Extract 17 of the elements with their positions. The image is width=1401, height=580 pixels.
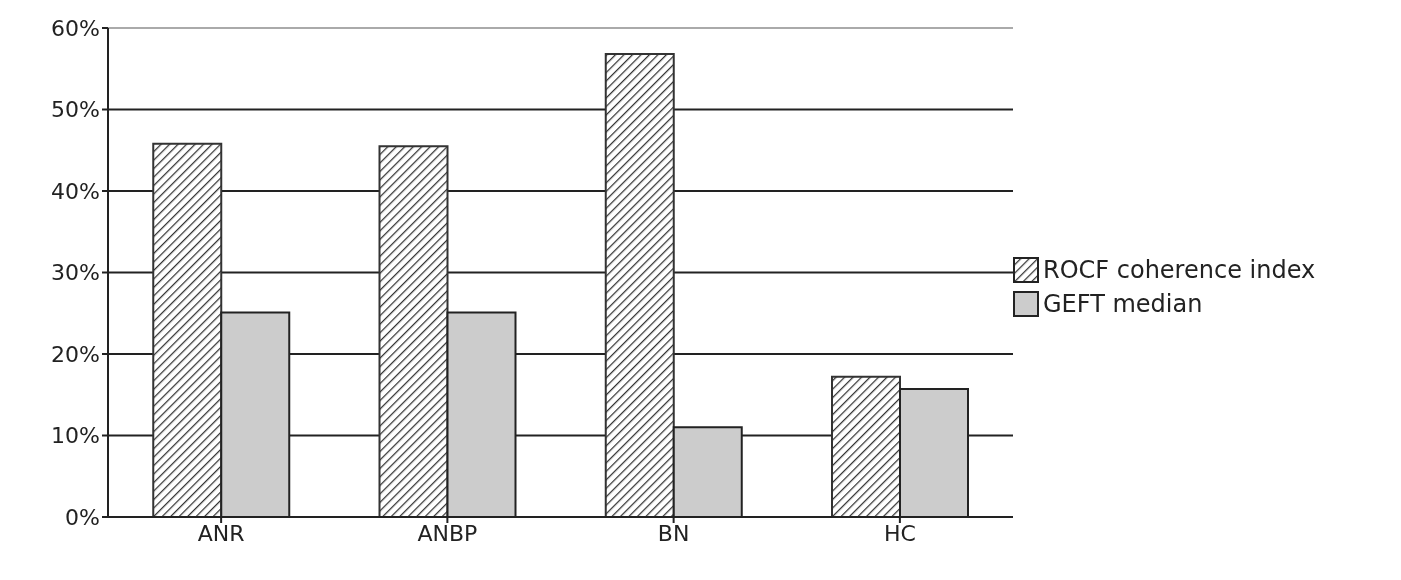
bar: [604, 53, 675, 517]
y-tick-label: 40%: [51, 178, 100, 204]
bar: [378, 145, 449, 517]
x-tick-label: ANR: [197, 520, 245, 546]
y-tick-label: 0%: [65, 504, 100, 530]
y-tick-label: 20%: [51, 341, 100, 367]
y-tick-label: 50%: [51, 97, 100, 123]
legend-label: ROCF coherence index: [1043, 256, 1316, 284]
bar: [152, 142, 223, 517]
x-tick-label: ANBP: [417, 520, 478, 546]
x-tick-label: BN: [657, 520, 690, 546]
y-tick-label: 60%: [51, 15, 100, 41]
y-tick-label: 30%: [51, 260, 100, 286]
bar: [831, 375, 901, 517]
y-tick-label: 10%: [51, 423, 100, 449]
legend-label: GEFT median: [1043, 290, 1203, 318]
x-tick-label: HC: [883, 520, 916, 546]
